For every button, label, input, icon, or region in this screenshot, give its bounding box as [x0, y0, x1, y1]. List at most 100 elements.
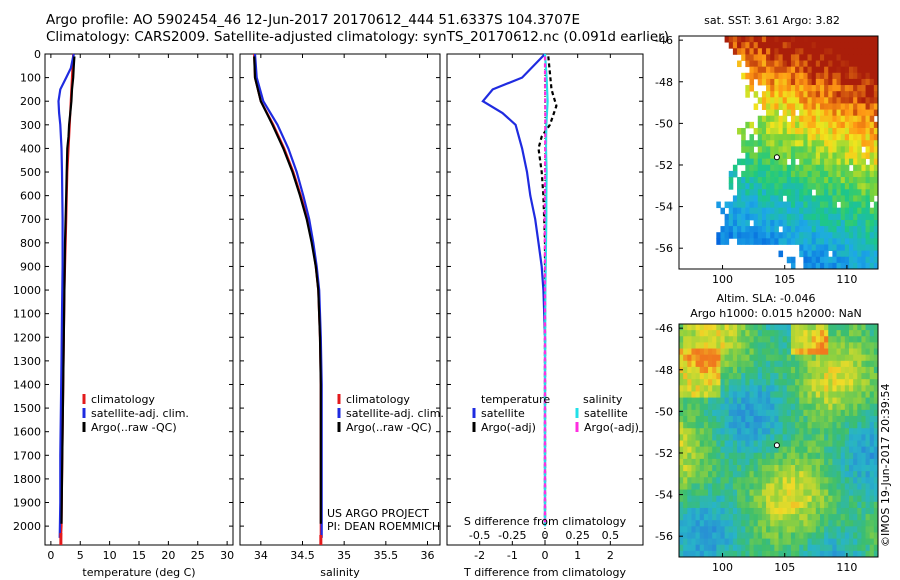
- sla-heatmap-cell: [853, 336, 858, 343]
- sla-heatmap-cell: [712, 391, 717, 398]
- sst-heatmap-cell: [869, 213, 875, 221]
- sst-heatmap-cell: [844, 232, 850, 239]
- sst-heatmap-cell: [799, 213, 804, 221]
- sla-heatmap-cell: [716, 360, 721, 368]
- sla-heatmap-cell: [761, 501, 767, 509]
- sla-heatmap-cell: [703, 477, 709, 484]
- sst-heatmap-cell: [761, 164, 767, 172]
- sla-heatmap-cell: [811, 354, 817, 362]
- sla-heatmap-cell: [836, 342, 842, 349]
- sst-heatmap-cell: [836, 183, 842, 190]
- sla-heatmap-cell: [844, 507, 850, 515]
- sst-heatmap-cell: [790, 177, 796, 184]
- sst-heatmap-cell: [807, 201, 813, 209]
- sla-heatmap-cell: [844, 477, 850, 484]
- sla-heatmap-cell: [703, 532, 709, 539]
- sla-heatmap-cell: [766, 489, 771, 497]
- sla-heatmap-cell: [848, 452, 854, 460]
- sst-heatmap-cell: [732, 164, 738, 172]
- sla-heatmap-cell: [778, 514, 784, 521]
- sst-heatmap-cell: [761, 226, 767, 233]
- sst-heatmap-cell: [869, 48, 875, 55]
- sla-heatmap-cell: [869, 544, 875, 552]
- sla-heatmap-cell: [819, 428, 825, 435]
- sla-heatmap-cell: [691, 348, 696, 356]
- sla-heatmap-cell: [795, 465, 800, 472]
- sst-heatmap-cell: [803, 66, 808, 74]
- sla-heatmap-cell: [732, 550, 738, 558]
- sla-heatmap-cell: [836, 379, 842, 386]
- sla-heatmap-cell: [745, 514, 750, 521]
- sla-heatmap-cell: [712, 366, 717, 374]
- sla-heatmap-cell: [703, 415, 709, 423]
- sla-heatmap-cell: [828, 403, 833, 411]
- sla-heatmap-cell: [679, 342, 684, 349]
- sla-heatmap-cell: [853, 415, 858, 423]
- sla-heatmap-cell: [853, 489, 858, 497]
- sst-heatmap-cell: [873, 127, 879, 135]
- sla-heatmap-cell: [712, 360, 717, 368]
- sla-heatmap-cell: [683, 403, 688, 411]
- sla-heatmap-cell: [786, 501, 792, 509]
- sla-heatmap-cell: [687, 330, 692, 337]
- sst-heatmap-cell: [728, 177, 734, 184]
- sla-heatmap-cell: [865, 544, 871, 552]
- sla-heatmap-cell: [853, 520, 858, 527]
- sla-heatmap-cell: [728, 440, 734, 448]
- sla-heatmap-cell: [691, 471, 696, 478]
- sla-heatmap-cell: [782, 458, 788, 466]
- sst-heatmap-cell: [824, 207, 829, 215]
- sla-heatmap-cell: [832, 520, 837, 527]
- sla-heatmap-cell: [766, 434, 771, 441]
- sla-heatmap-cell: [857, 403, 862, 411]
- sla-heatmap-cell: [708, 507, 713, 515]
- sla-heatmap-cell: [803, 507, 808, 515]
- sla-heatmap-cell: [699, 465, 705, 472]
- sst-heatmap-cell: [819, 140, 825, 147]
- sst-heatmap-cell: [720, 238, 726, 245]
- sla-heatmap-cell: [757, 550, 763, 558]
- sla-heatmap-cell: [819, 520, 825, 527]
- sst-heatmap-cell: [807, 146, 813, 153]
- sst-heatmap-cell: [815, 103, 821, 110]
- sla-heatmap-cell: [716, 348, 721, 356]
- sst-heatmap-cell: [865, 219, 871, 227]
- sst-heatmap-cell: [815, 158, 821, 166]
- sla-heatmap-cell: [745, 415, 750, 423]
- sla-heatmap-cell: [795, 477, 800, 484]
- sla-heatmap-cell: [869, 342, 875, 349]
- sla-heatmap-cell: [683, 385, 688, 392]
- sst-heatmap-cell: [786, 232, 792, 239]
- sst-heatmap-cell: [766, 78, 771, 86]
- sla-heatmap-cell: [728, 489, 734, 497]
- sla-heatmap-cell: [861, 391, 866, 398]
- sla-heatmap-cell: [778, 379, 784, 386]
- sla-heatmap-cell: [770, 403, 775, 411]
- sst-heatmap-cell: [853, 213, 858, 221]
- sla-heatmap-cell: [703, 428, 709, 435]
- sla-heatmap-cell: [832, 422, 837, 429]
- sla-heatmap-cell: [819, 507, 825, 515]
- sst-heatmap-cell: [811, 146, 817, 153]
- y-tick-label: 500: [20, 166, 41, 179]
- sst-heatmap-cell: [844, 72, 850, 80]
- sla-heatmap-cell: [848, 422, 854, 429]
- sst-heatmap-cell: [869, 140, 875, 147]
- sla-heatmap-cell: [795, 397, 800, 405]
- sla-heatmap-cell: [766, 403, 771, 411]
- sla-heatmap-cell: [761, 342, 767, 349]
- sla-heatmap-cell: [720, 538, 726, 546]
- sst-heatmap-cell: [766, 66, 771, 74]
- sla-heatmap-cell: [861, 440, 866, 448]
- sla-heatmap-cell: [724, 385, 730, 392]
- sla-heatmap-cell: [703, 465, 709, 472]
- sla-heatmap-cell: [811, 489, 817, 497]
- sla-heatmap-cell: [683, 526, 688, 533]
- sla-heatmap-cell: [869, 452, 875, 460]
- sst-heatmap-cell: [799, 189, 804, 196]
- sla-heatmap-cell: [861, 520, 866, 527]
- sst-heatmap-cell: [869, 256, 875, 264]
- sla-heatmap-cell: [699, 348, 705, 356]
- sla-heatmap-cell: [836, 550, 842, 558]
- sst-heatmap-cell: [741, 189, 746, 196]
